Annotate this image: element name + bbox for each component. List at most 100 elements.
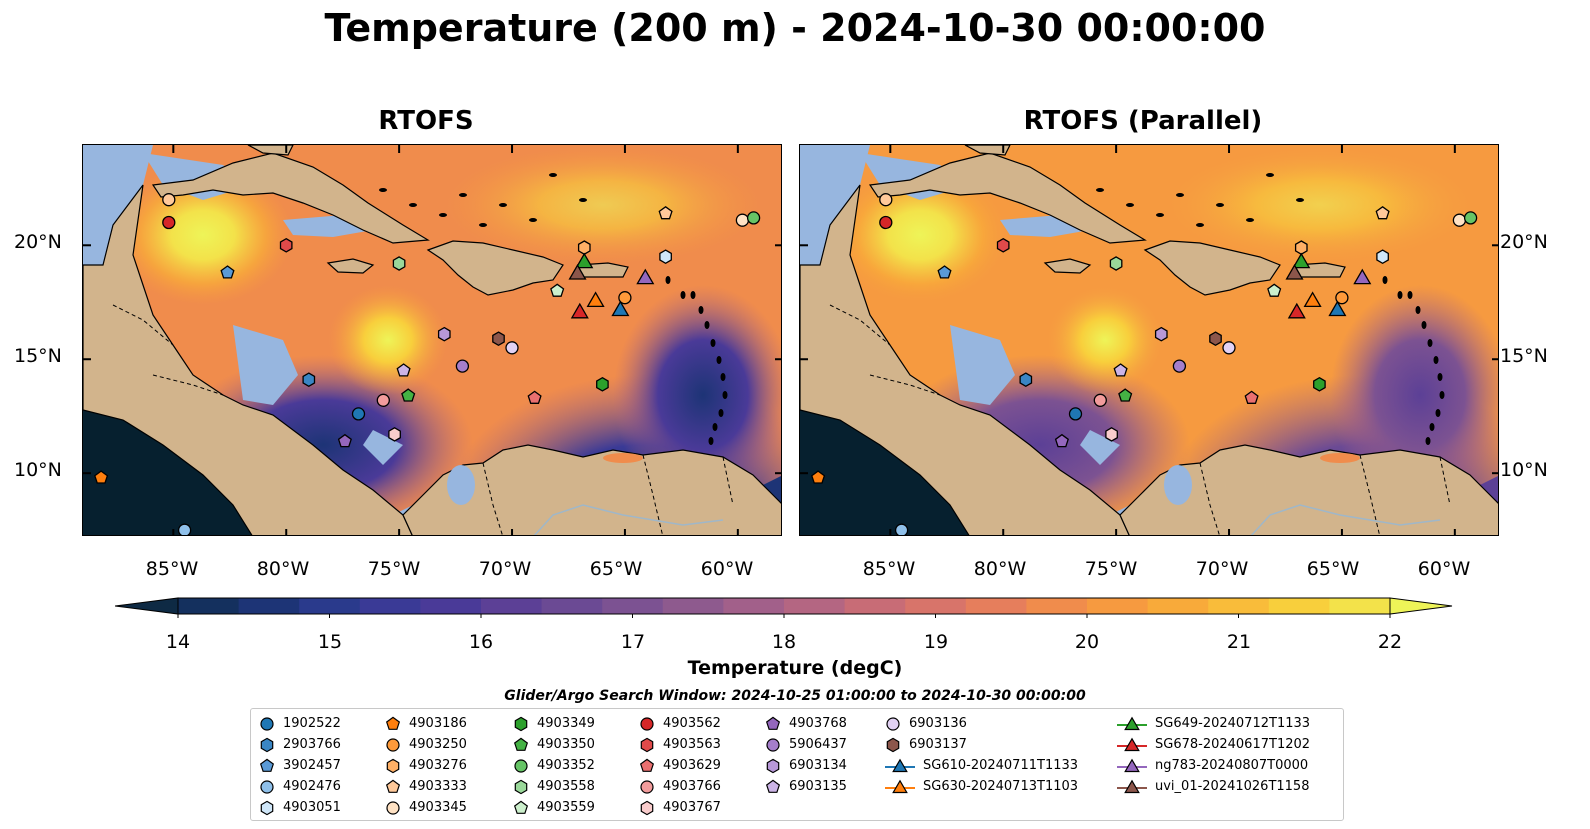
colorbar-segment — [420, 598, 482, 614]
island — [690, 291, 696, 299]
hispaniola-land — [1143, 240, 1281, 296]
float-marker-4903767 — [1105, 427, 1118, 442]
colorbar-tick: 15 — [317, 631, 343, 653]
continental-shelf — [363, 430, 403, 465]
legend-label: 3902457 — [283, 758, 341, 773]
continental-shelf — [83, 145, 153, 285]
float-marker-4903276 — [1294, 240, 1308, 255]
island — [720, 373, 726, 381]
legend-label: 4903767 — [663, 800, 721, 815]
float-marker-4903562b — [162, 193, 176, 207]
float-marker-4903559 — [550, 283, 565, 297]
float-marker-6903135 — [396, 363, 411, 377]
legend-column: 1902522 2903766 3902457 4902476 4903051 — [259, 713, 341, 818]
island — [1196, 223, 1204, 227]
warm-region-north — [443, 145, 763, 265]
float-marker-SG610-20240711T1133 — [611, 300, 630, 317]
legend-label: 4903349 — [537, 716, 595, 731]
colorbar-segment — [1208, 598, 1270, 614]
float-marker-4903563 — [279, 237, 293, 253]
legend-label: SG610-20240711T1133 — [923, 758, 1079, 773]
float-marker-SG610-20240711T1133 — [1328, 300, 1347, 317]
float-marker-4903250 — [618, 291, 632, 305]
island — [1421, 321, 1427, 329]
country-border — [722, 456, 734, 506]
colorbar-segment — [1268, 598, 1330, 614]
warm-region-central — [1045, 285, 1165, 395]
legend-item: 4903558 — [513, 776, 595, 797]
legend-marker-triangle-line-icon — [1117, 737, 1147, 751]
legend-marker-pentagon-icon — [385, 716, 401, 730]
float-marker-4903562b — [879, 193, 893, 207]
colorbar-tick: 14 — [165, 631, 191, 653]
float-marker-4903350 — [401, 388, 416, 402]
float-marker-4903345 — [1452, 213, 1467, 227]
legend-item: 4903186 — [385, 713, 467, 734]
legend-item: 6903136 — [885, 713, 1078, 734]
legend-label: 1902522 — [283, 716, 341, 731]
continental-shelf — [800, 145, 870, 285]
central-america-land — [83, 184, 413, 535]
legend-item: ng783-20240807T0000 — [1117, 755, 1310, 776]
lon-label-80w: 80°W — [973, 558, 1027, 580]
float-marker-ng783-20240807T0000 — [636, 268, 655, 285]
float-marker-1902522 — [1068, 407, 1083, 421]
legend-marker-circle-icon — [260, 779, 274, 794]
float-marker-4903562 — [162, 215, 176, 230]
legend-column: 4903186 4903250 4903276 4903333 4903345 — [385, 713, 467, 818]
island — [529, 218, 537, 222]
lat-label-20n: 20°N — [1500, 231, 1548, 253]
island — [1429, 423, 1435, 431]
colorbar-tick: 18 — [771, 631, 797, 653]
legend-item: 4903352 — [513, 755, 595, 776]
island — [710, 339, 716, 347]
warm-region-yucatan — [113, 165, 293, 305]
colorbar-segment — [178, 598, 240, 614]
float-marker-4903051 — [1376, 249, 1389, 265]
float-marker-6903135 — [1113, 363, 1128, 377]
float-marker-4903768 — [337, 433, 352, 448]
south-america-land — [402, 444, 781, 535]
legend-label: SG630-20240713T1103 — [923, 779, 1079, 794]
island — [718, 409, 724, 417]
legend-marker-pentagon-icon — [513, 800, 529, 814]
legend-item: SG678-20240617T1202 — [1117, 734, 1310, 755]
cool-region-lesser-antilles — [1330, 285, 1498, 505]
legend-item: 4903563 — [639, 734, 721, 755]
legend-item: 4903562 — [639, 713, 721, 734]
legend-marker-hexagon-icon — [514, 716, 528, 731]
legend-marker-triangle-line-icon — [1117, 779, 1147, 793]
panel-title-rtofs-parallel: RTOFS (Parallel) — [1023, 106, 1263, 136]
legend-marker-pentagon-icon — [765, 779, 781, 793]
float-marker-4903345 — [735, 213, 750, 227]
legend-item: 4903629 — [639, 755, 721, 776]
float-marker-4903349 — [1313, 376, 1326, 392]
jamaica-land — [326, 258, 375, 274]
legend-column: 4903562 4903563 4903629 4903766 4903767 — [639, 713, 721, 818]
island — [708, 437, 714, 445]
hispaniola-land — [426, 240, 564, 296]
legend-marker-hexagon-icon — [886, 737, 900, 752]
legend-marker-circle-icon — [766, 737, 780, 752]
figure-title: Temperature (200 m) - 2024-10-30 00:00:0… — [324, 6, 1266, 50]
legend-marker-circle-icon — [514, 758, 528, 773]
legend-label: 4903345 — [409, 800, 467, 815]
legend-label: 5906437 — [789, 737, 847, 752]
warm-region-central — [328, 285, 448, 395]
island — [1156, 213, 1164, 217]
legend-item: 5906437 — [765, 734, 847, 755]
colorbar-segment — [662, 598, 724, 614]
legend-marker-triangle-line-icon — [885, 758, 915, 772]
continental-shelf — [950, 325, 1015, 405]
float-marker-4903766 — [376, 393, 390, 407]
island — [1427, 339, 1433, 347]
legend-label: 6903134 — [789, 758, 847, 773]
float-marker-4903559 — [1267, 283, 1282, 297]
island — [716, 356, 722, 364]
legend-item: 2903766 — [259, 734, 341, 755]
float-marker-SG630-20240713T1103 — [1303, 291, 1322, 308]
colorbar-segment — [541, 598, 603, 614]
float-marker-4903250 — [1335, 291, 1349, 305]
lon-label-65w: 65°W — [589, 558, 643, 580]
island — [1433, 356, 1439, 364]
